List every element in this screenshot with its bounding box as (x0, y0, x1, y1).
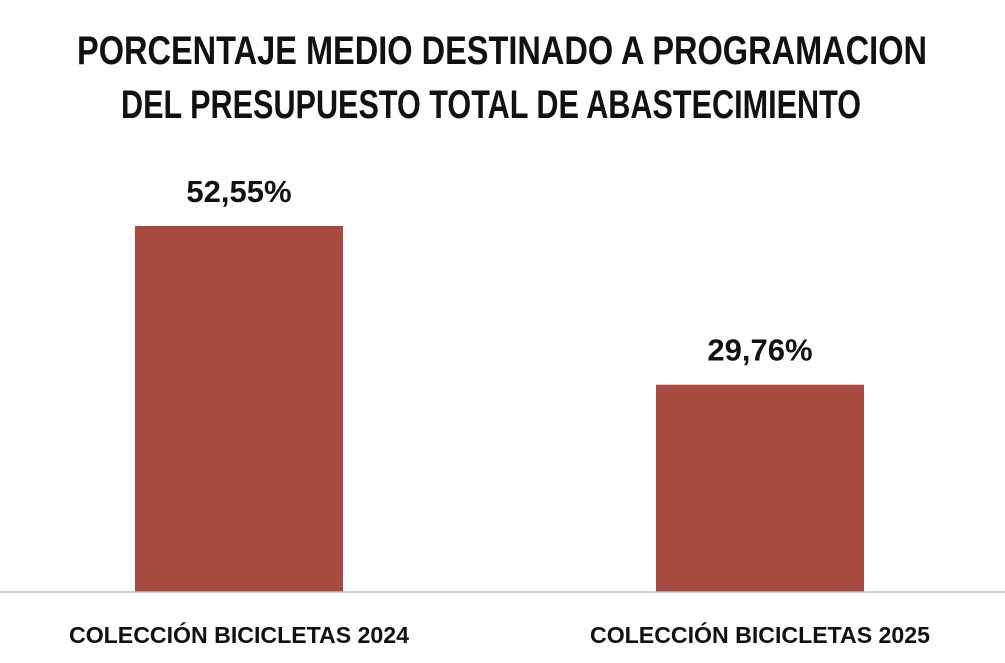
chart-title-line-2: DEL PRESUPUESTO TOTAL DE ABASTECIMIENTO (121, 83, 861, 127)
x-tick-label-2: COLECCIÓN BICICLETAS 2025 (590, 621, 930, 648)
label-group: 52,55% COLECCIÓN BICICLETAS 2024 29,76% COL… (69, 174, 930, 648)
bar-2 (656, 384, 864, 592)
bar-group (135, 226, 864, 592)
x-tick-label-1: COLECCIÓN BICICLETAS 2024 (69, 621, 409, 648)
chart-title-line-1: PORCENTAJE MEDIO DESTINADO A PROGRAMACIO… (77, 29, 927, 73)
bar-1 (135, 226, 343, 592)
data-label-2: 29,76% (707, 333, 812, 368)
data-label-1: 52,55% (186, 174, 291, 209)
